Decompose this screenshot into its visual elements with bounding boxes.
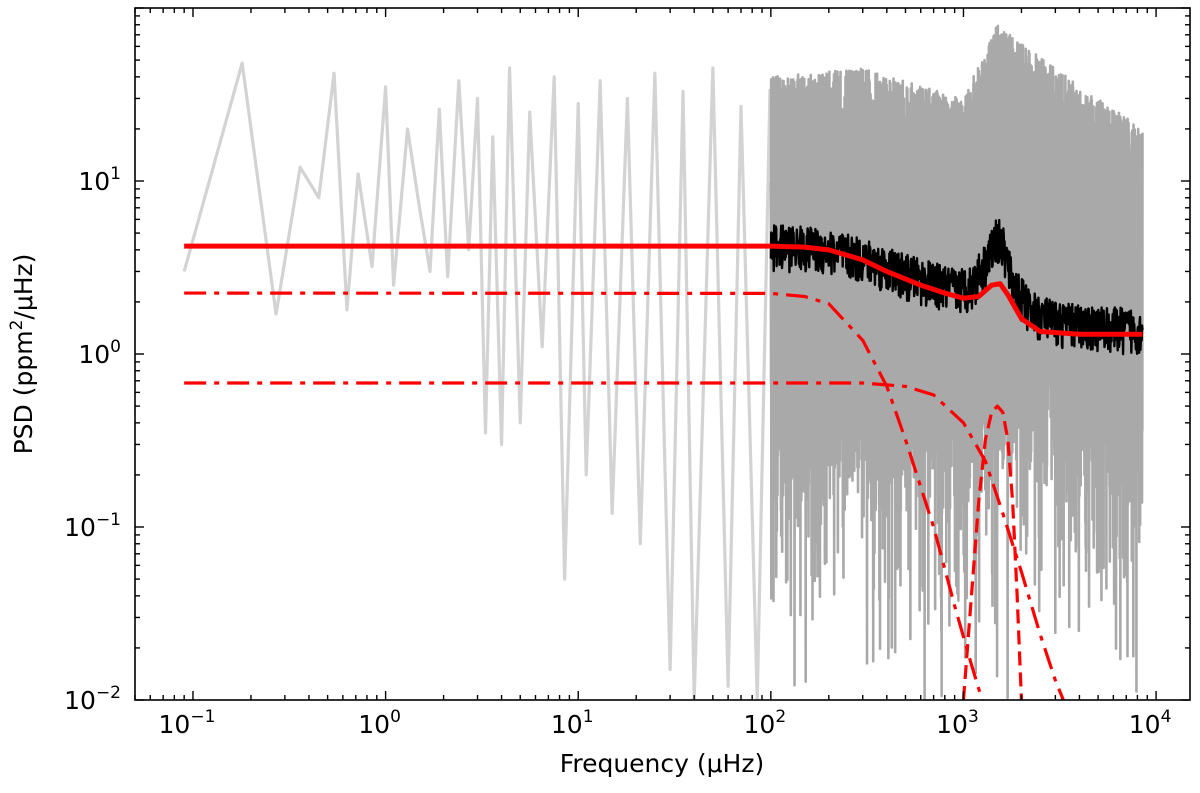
x-tick-label: 103	[936, 707, 979, 739]
x-tick-label: 10−1	[159, 707, 216, 739]
y-axis-label: PSD (ppm2/μHz)	[7, 254, 38, 455]
x-tick-label: 102	[744, 707, 787, 739]
x-tick-label: 101	[551, 707, 594, 739]
data-layer	[182, 24, 1144, 700]
x-tick-label: 104	[1129, 707, 1172, 739]
series-oscillation-gaussian-envelope	[961, 404, 1024, 700]
ticks-layer: 10−1 100 101 102 103 104 10−2 10−1 100 101	[64, 7, 1190, 739]
series-smoothed-power-spectrum	[769, 218, 1144, 356]
plot-frame	[134, 7, 1191, 701]
series-total-model-fit	[184, 243, 1143, 337]
y-tick-label: 10−2	[64, 683, 121, 715]
y-tick-label: 10−1	[64, 510, 121, 542]
y-tick-label: 101	[78, 164, 121, 196]
x-axis-label: Frequency (μHz)	[560, 749, 764, 778]
y-tick-label: 100	[78, 337, 121, 369]
series-raw-power-spectrum-below-100uHz	[182, 61, 772, 700]
series-raw-power-spectrum-above-100uHz	[769, 24, 1144, 700]
x-tick-label: 100	[358, 707, 401, 739]
series-granulation-component-2	[184, 381, 1065, 700]
